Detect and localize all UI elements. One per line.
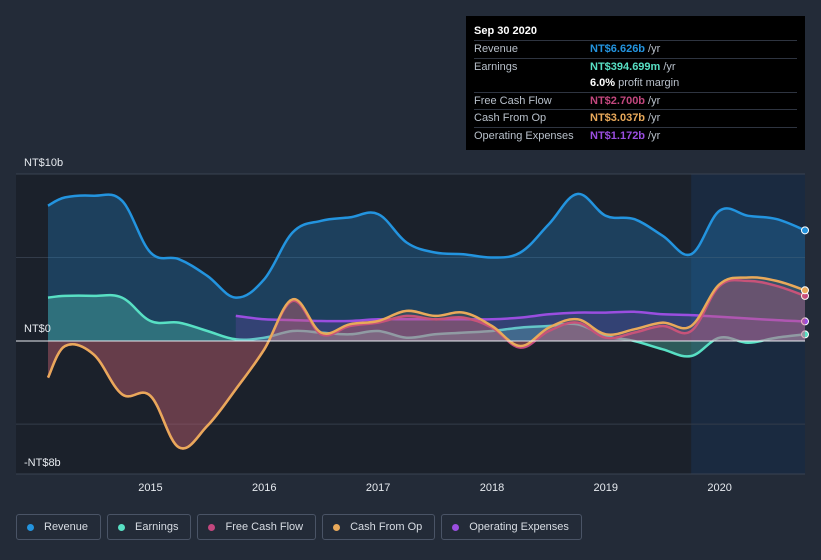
operating-expenses-line: [235, 310, 806, 323]
legend-label: Cash From Op: [350, 521, 423, 533]
tooltip-row-value: NT$394.699m: [590, 60, 661, 73]
legend-item-revenue[interactable]: Revenue: [16, 514, 102, 540]
cash-from-op-end-marker: [801, 286, 809, 295]
tooltip-row-label: Cash From Op: [474, 112, 547, 124]
legend-label: Revenue: [44, 521, 89, 533]
revenue-end-marker: [801, 226, 809, 235]
earnings-area: [48, 295, 805, 357]
legend-label: Earnings: [135, 521, 179, 533]
operating-expenses-end-marker: [801, 317, 809, 326]
revenue-line: [47, 192, 806, 299]
earnings-line: [47, 293, 806, 358]
tooltip-row: Operating Expenses NT$1.172b/yr: [474, 126, 797, 145]
y-axis-zero-label: NT$0: [24, 323, 51, 335]
cash-from-op-area: [48, 277, 805, 449]
operating-expenses-area: [235, 311, 806, 341]
tooltip-row-unit: /yr: [648, 94, 661, 107]
legend-dot-icon: [452, 523, 460, 531]
cash-from-op-line: [46, 276, 806, 450]
legend-dot-icon: [208, 523, 216, 531]
chart-legend: Revenue Earnings Free Cash Flow Cash From O…: [16, 514, 588, 540]
legend-dot-icon: [333, 523, 341, 531]
tooltip-row: Earnings NT$394.699m/yr: [474, 57, 797, 76]
tooltip-row: Free Cash Flow NT$2.700b/yr: [474, 91, 797, 110]
legend-item-free-cash-flow[interactable]: Free Cash Flow: [197, 514, 317, 540]
tooltip-row-label: [474, 75, 590, 92]
data-tooltip: Sep 30 2020 Revenue NT$6.626b/yr Earnings N…: [466, 16, 805, 150]
x-tick-label: 2019: [593, 482, 619, 494]
tooltip-row: 6.0% profit margin: [474, 75, 797, 92]
tooltip-row-label: Operating Expenses: [474, 129, 574, 142]
x-tick-label: 2016: [252, 482, 277, 494]
tooltip-row-unit: /yr: [663, 60, 676, 73]
tooltip-row-label: Free Cash Flow: [474, 94, 552, 107]
legend-dot-icon: [27, 523, 34, 531]
legend-dot-icon: [118, 523, 126, 531]
tooltip-row-value: NT$6.626b: [590, 43, 646, 55]
tooltip-row: Cash From Op NT$3.037b/yr: [474, 109, 797, 127]
tooltip-row: Revenue NT$6.626b/yr: [474, 40, 797, 58]
tooltip-row-label: Revenue: [474, 43, 519, 55]
x-tick-label: 2018: [479, 482, 505, 494]
legend-item-earnings[interactable]: Earnings: [107, 514, 192, 540]
y-axis-bottom-label: -NT$8b: [24, 457, 61, 469]
x-tick-label: 2020: [707, 482, 732, 494]
tooltip-row-value: NT$3.037b: [590, 112, 646, 124]
earnings-end-marker: [801, 330, 809, 339]
tooltip-row-unit: /yr: [648, 43, 661, 55]
x-tick-label: 2017: [365, 482, 391, 494]
y-axis-top-label: NT$10b: [24, 157, 64, 169]
legend-label: Operating Expenses: [469, 521, 569, 533]
tooltip-row-label: Earnings: [474, 60, 518, 73]
x-tick-label: 2015: [138, 482, 163, 494]
tooltip-row-value: 6.0%: [590, 77, 616, 89]
legend-item-cash-from-op[interactable]: Cash From Op: [322, 514, 436, 540]
revenue-area: [48, 193, 805, 341]
tooltip-row-value: NT$2.700b: [590, 94, 646, 107]
legend-item-operating-expenses[interactable]: Operating Expenses: [441, 514, 582, 540]
tooltip-row-unit: /yr: [648, 112, 661, 124]
tooltip-date: Sep 30 2020: [474, 25, 537, 37]
free-cash-flow-area: [48, 280, 805, 449]
tooltip-row-value: NT$1.172b: [590, 129, 646, 142]
legend-label: Free Cash Flow: [225, 521, 304, 533]
tooltip-row-unit: /yr: [648, 129, 661, 142]
tooltip-row-unit: profit margin: [618, 77, 680, 89]
